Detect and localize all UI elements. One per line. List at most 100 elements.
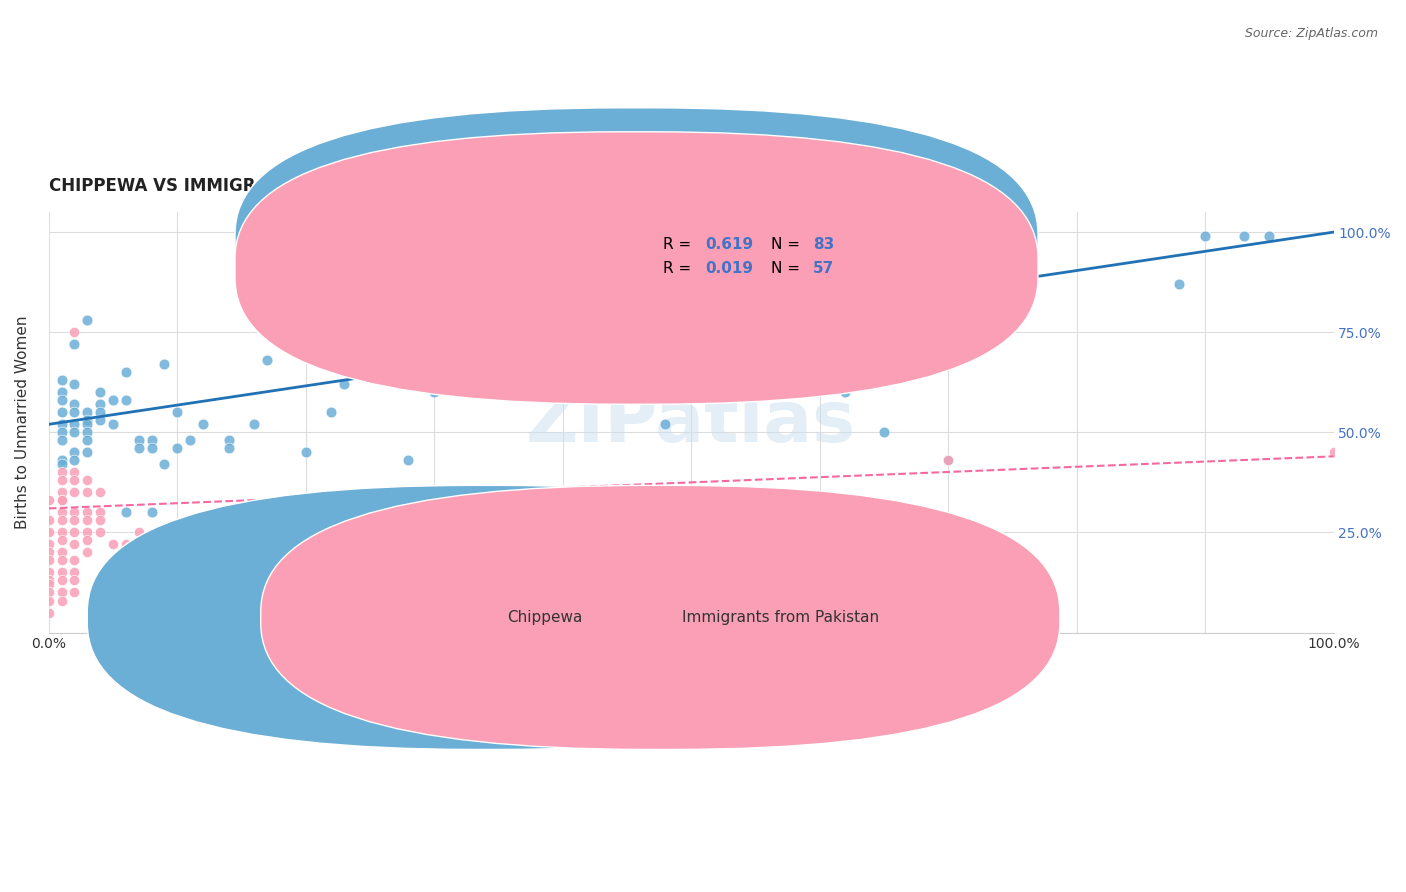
Point — [486, 245, 509, 260]
Point — [76, 505, 98, 519]
Point — [218, 434, 240, 448]
Point — [89, 485, 111, 500]
Point — [398, 453, 420, 467]
Point — [63, 466, 86, 480]
Point — [333, 277, 356, 292]
Point — [76, 425, 98, 440]
Point — [141, 533, 163, 548]
Point — [76, 513, 98, 527]
Point — [76, 405, 98, 419]
Point — [76, 485, 98, 500]
Point — [63, 566, 86, 580]
Point — [603, 337, 626, 351]
Point — [101, 417, 124, 432]
Point — [51, 405, 73, 419]
Point — [1322, 445, 1344, 459]
Point — [89, 405, 111, 419]
Point — [114, 365, 136, 379]
Point — [38, 606, 60, 620]
Point — [128, 525, 150, 540]
Point — [51, 425, 73, 440]
Point — [38, 585, 60, 599]
Point — [256, 545, 278, 559]
Point — [51, 533, 73, 548]
Point — [76, 313, 98, 327]
Point — [89, 513, 111, 527]
Point — [76, 445, 98, 459]
Point — [294, 445, 316, 459]
Point — [411, 233, 433, 247]
Point — [63, 405, 86, 419]
Point — [359, 229, 381, 244]
Point — [616, 365, 638, 379]
Point — [1258, 229, 1281, 244]
Point — [38, 545, 60, 559]
Point — [76, 417, 98, 432]
Point — [76, 474, 98, 488]
Point — [346, 237, 368, 252]
Point — [51, 458, 73, 472]
Point — [51, 453, 73, 467]
Point — [51, 393, 73, 408]
Text: Source: ZipAtlas.com: Source: ZipAtlas.com — [1244, 27, 1378, 40]
Point — [38, 553, 60, 567]
Point — [63, 505, 86, 519]
Point — [51, 553, 73, 567]
FancyBboxPatch shape — [87, 485, 886, 749]
Point — [628, 361, 651, 376]
Point — [51, 593, 73, 607]
Text: N =: N = — [770, 260, 804, 276]
Point — [256, 353, 278, 368]
Point — [114, 505, 136, 519]
Point — [63, 485, 86, 500]
Text: CHIPPEWA VS IMMIGRANTS FROM PAKISTAN BIRTHS TO UNMARRIED WOMEN CORRELATION CHART: CHIPPEWA VS IMMIGRANTS FROM PAKISTAN BIR… — [49, 178, 973, 195]
Point — [63, 337, 86, 351]
Text: R =: R = — [662, 236, 696, 252]
Point — [89, 525, 111, 540]
Point — [63, 525, 86, 540]
Point — [76, 533, 98, 548]
Point — [89, 385, 111, 400]
Point — [333, 377, 356, 392]
Point — [141, 434, 163, 448]
Point — [681, 237, 703, 252]
Point — [63, 585, 86, 599]
Point — [191, 417, 214, 432]
Point — [51, 574, 73, 588]
Point — [63, 553, 86, 567]
Point — [808, 237, 831, 252]
Point — [101, 537, 124, 551]
Point — [63, 474, 86, 488]
Point — [63, 445, 86, 459]
Point — [128, 434, 150, 448]
Point — [51, 493, 73, 508]
Point — [38, 525, 60, 540]
Point — [654, 574, 676, 588]
Text: 57: 57 — [813, 260, 834, 276]
FancyBboxPatch shape — [595, 223, 890, 290]
Text: 0.619: 0.619 — [706, 236, 754, 252]
FancyBboxPatch shape — [235, 132, 1038, 404]
Point — [76, 545, 98, 559]
Point — [153, 458, 176, 472]
Point — [321, 405, 343, 419]
Point — [576, 357, 599, 371]
Text: N =: N = — [770, 236, 804, 252]
Point — [51, 385, 73, 400]
Point — [873, 425, 896, 440]
Point — [218, 442, 240, 456]
Point — [744, 297, 766, 311]
Point — [63, 425, 86, 440]
Point — [936, 453, 959, 467]
Point — [423, 233, 446, 247]
Point — [114, 537, 136, 551]
Point — [51, 434, 73, 448]
Point — [63, 574, 86, 588]
Point — [834, 377, 856, 392]
Point — [51, 566, 73, 580]
Text: Immigrants from Pakistan: Immigrants from Pakistan — [682, 610, 879, 625]
Point — [141, 442, 163, 456]
Point — [63, 513, 86, 527]
Point — [333, 257, 356, 271]
Point — [63, 377, 86, 392]
